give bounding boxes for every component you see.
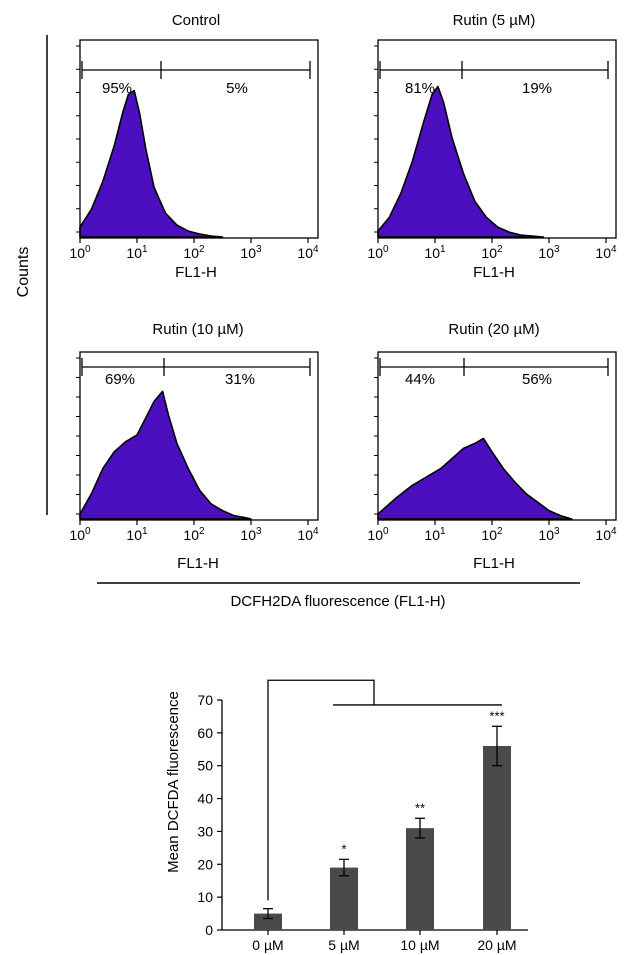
x-axis-label: FL1-H <box>175 264 217 281</box>
x-tick-label: 100 <box>69 526 91 543</box>
gate-left-percent: 81% <box>405 80 435 97</box>
comparison-bracket <box>267 679 375 901</box>
bar <box>406 828 434 930</box>
gate-right-percent: 19% <box>522 80 552 97</box>
x-tick-label: 100 <box>367 526 389 543</box>
x-tick-label: 102 <box>481 526 503 543</box>
x-tick-label: 102 <box>481 244 503 261</box>
gate-right-percent: 56% <box>522 371 552 388</box>
bar <box>483 746 511 930</box>
bar-chart-y-label: Mean DCFDA fluorescence <box>165 691 182 873</box>
x-tick-label: 101 <box>126 244 148 261</box>
x-tick-label: 104 <box>297 526 319 543</box>
histogram-area <box>377 85 545 238</box>
x-tick-label: 5 µM <box>328 937 359 953</box>
significance-label: ** <box>415 800 425 815</box>
x-tick-label: 102 <box>183 526 205 543</box>
x-tick-label: 103 <box>538 244 560 261</box>
panel-title: Control <box>172 12 220 29</box>
x-tick-label: 101 <box>126 526 148 543</box>
x-tick-label: 104 <box>595 526 617 543</box>
y-tick-label: 20 <box>197 856 213 872</box>
x-tick-label: 101 <box>424 526 446 543</box>
x-tick-label: 104 <box>297 244 319 261</box>
x-tick-label: 100 <box>69 244 91 261</box>
x-tick-label: 103 <box>538 526 560 543</box>
significance-label: *** <box>489 708 504 723</box>
counts-axis-label: Counts <box>15 247 32 298</box>
histogram-panel-rutin-20: Rutin (20 µM) 44% 56% FL1-H 100 101 102 103… <box>367 321 617 572</box>
bar-chart: Mean DCFDA fluorescence 0 10 20 30 40 50 60 70 0… <box>165 679 528 953</box>
x-tick-label: 0 µM <box>252 937 283 953</box>
x-axis-label: FL1-H <box>177 555 219 572</box>
y-tick-label: 30 <box>197 823 213 839</box>
x-tick-label: 101 <box>424 244 446 261</box>
panel-title: Rutin (10 µM) <box>152 321 243 338</box>
panel-title: Rutin (20 µM) <box>448 321 539 338</box>
panel-title: Rutin (5 µM) <box>453 12 536 29</box>
histogram-panel-rutin-5: Rutin (5 µM) 81% 19% FL1-H 100 101 102 103 1… <box>367 12 617 281</box>
y-tick-label: 50 <box>197 758 213 774</box>
gate-left-percent: 69% <box>105 371 135 388</box>
histogram-area <box>79 390 252 520</box>
x-tick-label: 20 µM <box>477 937 516 953</box>
gate-left-percent: 95% <box>102 80 132 97</box>
y-tick-label: 70 <box>197 692 213 708</box>
x-tick-label: 104 <box>595 244 617 261</box>
gate-left-percent: 44% <box>405 371 435 388</box>
bar <box>254 913 282 930</box>
x-tick-label: 10 µM <box>400 937 439 953</box>
x-axis-label: FL1-H <box>473 555 515 572</box>
y-tick-label: 0 <box>205 922 213 938</box>
histogram-panel-control: Control 95% 5% FL1-H 100 101 102 103 104 <box>69 12 319 281</box>
y-tick-label: 10 <box>197 889 213 905</box>
gate-right-percent: 5% <box>226 80 248 97</box>
histogram-panel-rutin-10: Rutin (10 µM) 69% 31% FL1-H 100 101 102 103… <box>69 321 319 572</box>
y-tick-label: 60 <box>197 725 213 741</box>
y-tick-label: 40 <box>197 791 213 807</box>
bar <box>330 867 358 930</box>
histogram-area <box>377 437 573 520</box>
significance-label: * <box>341 841 346 856</box>
histogram-area <box>79 89 224 238</box>
x-axis-label: FL1-H <box>473 264 515 281</box>
x-tick-label: 102 <box>183 244 205 261</box>
x-tick-label: 103 <box>240 526 262 543</box>
x-tick-label: 103 <box>240 244 262 261</box>
gate-right-percent: 31% <box>225 371 255 388</box>
fluorescence-group-label: DCFH2DA fluorescence (FL1-H) <box>230 593 445 610</box>
x-tick-label: 100 <box>367 244 389 261</box>
